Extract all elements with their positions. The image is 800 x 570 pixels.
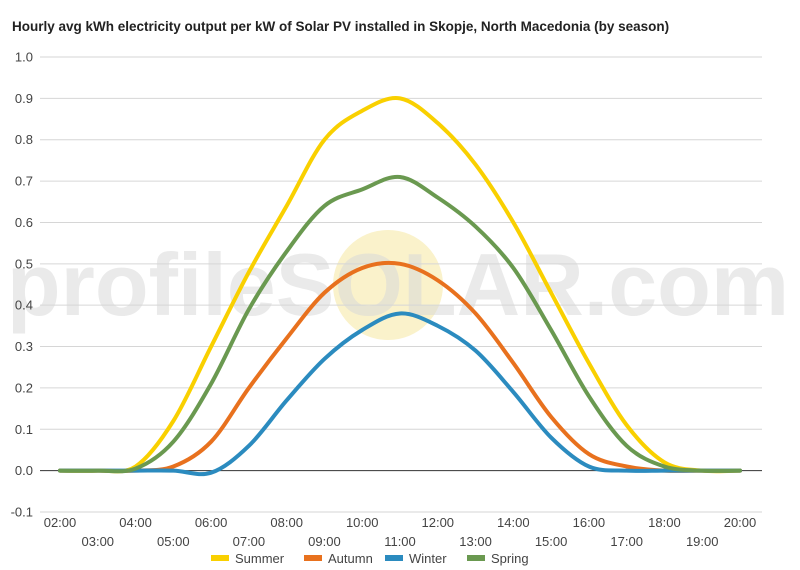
y-tick-label: 0.4	[15, 298, 33, 313]
x-tick-label: 19:00	[686, 534, 719, 549]
legend-label-spring: Spring	[491, 551, 529, 566]
y-tick-label: 0.3	[15, 339, 33, 354]
y-tick-label: 0.6	[15, 215, 33, 230]
x-tick-label: 06:00	[195, 515, 228, 530]
series-line-winter	[58, 311, 742, 477]
x-tick-label: 09:00	[308, 534, 341, 549]
legend-label-winter: Winter	[409, 551, 447, 566]
y-tick-label: 0.0	[15, 463, 33, 478]
x-axis: 02:00 03:00 04:00 05:00 06:00 07:00 08:00 09:00…	[44, 515, 757, 549]
y-tick-label: 0.1	[15, 422, 33, 437]
series-line-summer	[58, 96, 742, 474]
y-axis: 1.0 0.9 0.8 0.7 0.6 0.5 0.4 0.3 0.2 0.1 0.0 -0.1	[11, 50, 33, 520]
x-tick-label: 03:00	[82, 534, 115, 549]
y-tick-label: 0.9	[15, 91, 33, 106]
watermark: profileSOLAR.com	[7, 230, 789, 340]
y-tick-label: 0.5	[15, 256, 33, 271]
y-tick-label: 0.7	[15, 174, 33, 189]
y-tick-label: 0.8	[15, 132, 33, 147]
y-tick-label: 1.0	[15, 50, 33, 65]
y-tick-label: -0.1	[11, 505, 33, 520]
legend-swatch-spring	[467, 555, 485, 561]
x-tick-label: 13:00	[459, 534, 492, 549]
legend-swatch-autumn	[304, 555, 322, 561]
x-tick-label: 14:00	[497, 515, 530, 530]
legend-label-autumn: Autumn	[328, 551, 373, 566]
y-tick-label: 0.2	[15, 380, 33, 395]
x-tick-label: 20:00	[724, 515, 757, 530]
x-tick-label: 17:00	[610, 534, 643, 549]
x-tick-label: 05:00	[157, 534, 190, 549]
x-tick-label: 04:00	[119, 515, 152, 530]
legend-swatch-summer	[211, 555, 229, 561]
watermark-sun	[333, 230, 443, 340]
legend-swatch-winter	[385, 555, 403, 561]
series	[58, 96, 742, 477]
series-line-spring	[58, 174, 742, 474]
x-tick-label: 12:00	[422, 515, 455, 530]
x-tick-label: 18:00	[648, 515, 681, 530]
x-tick-label: 11:00	[384, 534, 416, 549]
x-tick-label: 07:00	[233, 534, 266, 549]
legend: Summer Autumn Winter Spring	[211, 551, 529, 566]
chart-title: Hourly avg kWh electricity output per kW…	[12, 19, 670, 34]
series-line-autumn	[58, 260, 742, 473]
x-tick-label: 15:00	[535, 534, 568, 549]
watermark-text: profileSOLAR.com	[7, 235, 789, 334]
x-tick-label: 02:00	[44, 515, 77, 530]
x-tick-label: 10:00	[346, 515, 379, 530]
legend-label-summer: Summer	[235, 551, 285, 566]
x-tick-label: 16:00	[573, 515, 606, 530]
x-tick-label: 08:00	[270, 515, 303, 530]
